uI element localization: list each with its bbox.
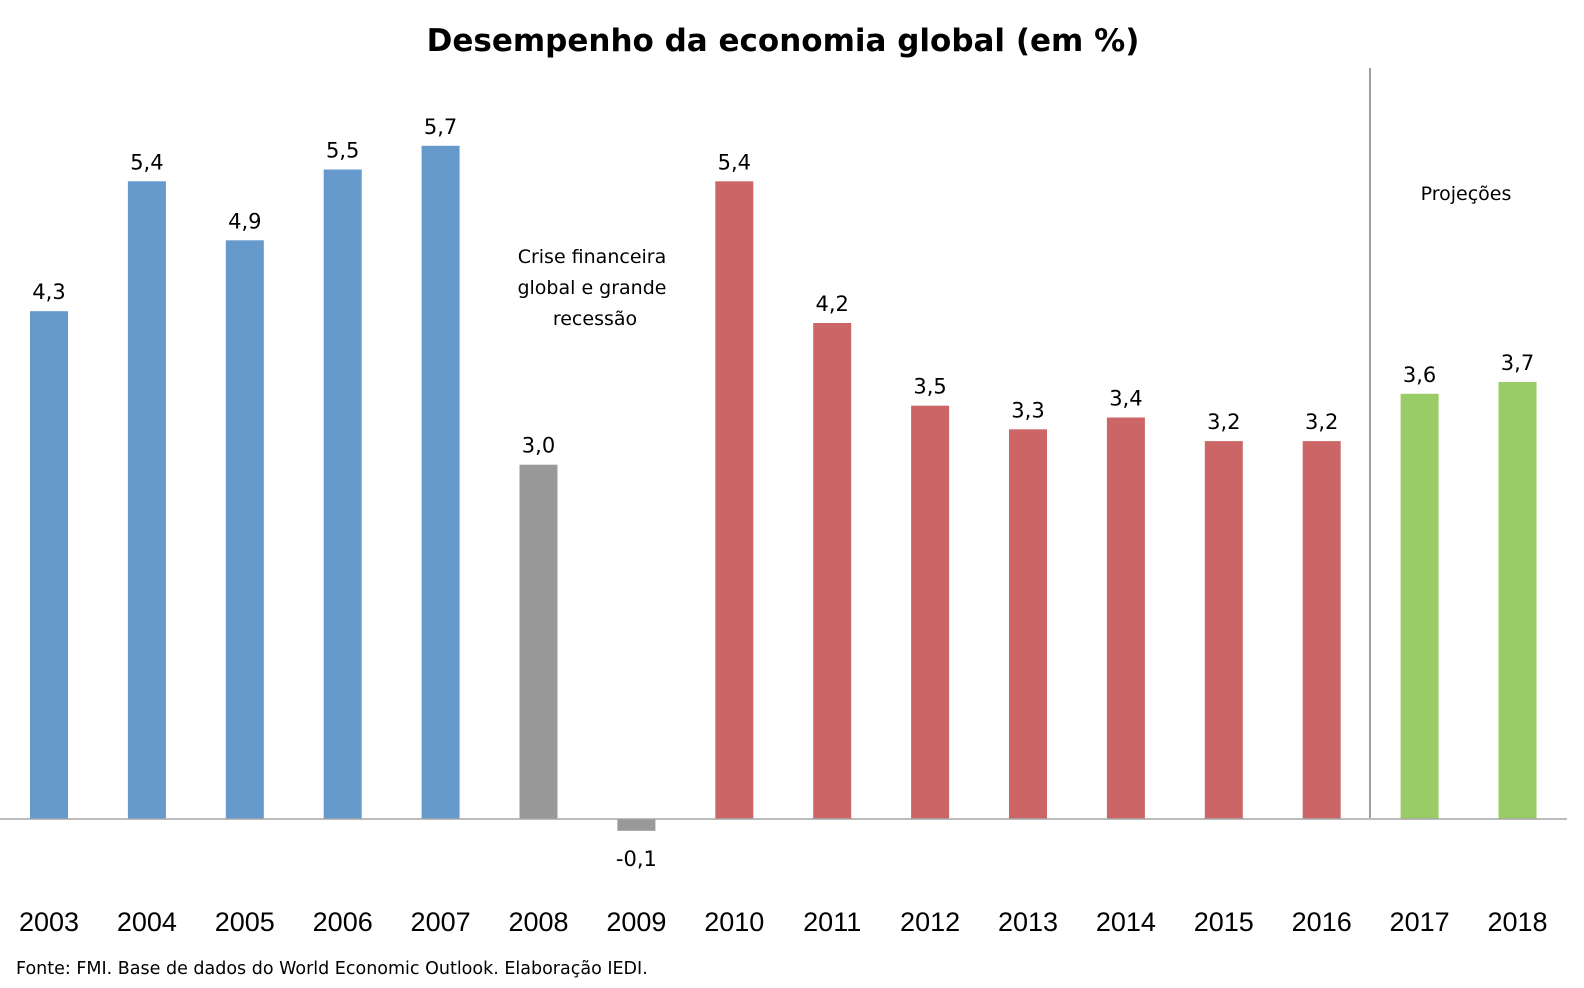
value-label-2011: 4,2 (815, 292, 848, 316)
bar-2014 (1106, 417, 1145, 819)
bar-2003 (30, 311, 68, 819)
source-note: Fonte: FMI. Base de dados do World Econo… (16, 959, 648, 979)
value-label-2010: 5,4 (718, 150, 751, 174)
value-label-2016: 3,2 (1305, 410, 1338, 434)
value-label-2015: 3,2 (1207, 410, 1240, 434)
bar-2004 (127, 181, 166, 820)
value-label-2007: 5,7 (424, 115, 457, 139)
x-tick-2018: 2018 (1487, 907, 1547, 937)
x-tick-2003: 2003 (19, 907, 79, 937)
annotation-projections: Projeções (1421, 183, 1512, 205)
bar-2012 (911, 405, 950, 819)
value-labels-group: 4,3 5,4 4,9 5,5 5,7 3,0 -0,1 5,4 4,2 3,5 3,3 3,4 3,2… (32, 115, 1534, 871)
value-label-2004: 5,4 (130, 150, 163, 174)
x-tick-2016: 2016 (1292, 907, 1352, 937)
value-label-2017: 3,6 (1403, 363, 1436, 387)
x-tick-2006: 2006 (313, 907, 373, 937)
x-tick-2008: 2008 (508, 907, 568, 937)
value-label-2014: 3,4 (1109, 387, 1142, 411)
annotation-crisis-line-3: recessão (553, 308, 637, 330)
bar-2009 (617, 819, 656, 831)
x-axis-ticks: 2003 2004 2005 2006 2007 2008 2009 2010 2011 2012… (19, 907, 1548, 937)
bar-2006 (323, 169, 362, 819)
bar-2018 (1498, 382, 1537, 819)
x-tick-2005: 2005 (215, 907, 275, 937)
bars-group (30, 145, 1537, 831)
bar-2017 (1400, 393, 1439, 819)
value-label-2009: -0,1 (616, 847, 657, 871)
x-tick-2007: 2007 (411, 907, 471, 937)
x-tick-2014: 2014 (1096, 907, 1156, 937)
bar-2008 (519, 464, 558, 819)
bar-2015 (1204, 441, 1243, 819)
annotation-crisis-line-2: global e grande (517, 277, 666, 299)
x-tick-2011: 2011 (803, 907, 861, 937)
x-tick-2004: 2004 (117, 907, 177, 937)
annotation-crisis-line-1: Crise financeira (518, 246, 667, 268)
x-tick-2009: 2009 (606, 907, 666, 937)
value-label-2008: 3,0 (522, 434, 555, 458)
x-tick-2012: 2012 (900, 907, 960, 937)
bar-2013 (1009, 429, 1047, 819)
value-label-2005: 4,9 (228, 209, 261, 233)
value-label-2018: 3,7 (1501, 351, 1534, 375)
annotation-crisis: Crise financeira global e grande recessã… (517, 246, 672, 330)
bar-2010 (715, 181, 754, 820)
bar-2016 (1302, 441, 1341, 819)
value-label-2013: 3,3 (1011, 398, 1044, 422)
x-tick-2015: 2015 (1194, 907, 1254, 937)
x-tick-2010: 2010 (704, 907, 764, 937)
value-label-2006: 5,5 (326, 139, 359, 163)
value-label-2012: 3,5 (913, 375, 946, 399)
bar-2007 (421, 145, 460, 820)
bar-2005 (225, 240, 264, 820)
value-label-2003: 4,3 (32, 280, 65, 304)
chart-title: Desempenho da economia global (em %) (427, 23, 1140, 59)
x-tick-2017: 2017 (1390, 907, 1450, 937)
bar-2011 (813, 323, 852, 819)
x-tick-2013: 2013 (998, 907, 1058, 937)
